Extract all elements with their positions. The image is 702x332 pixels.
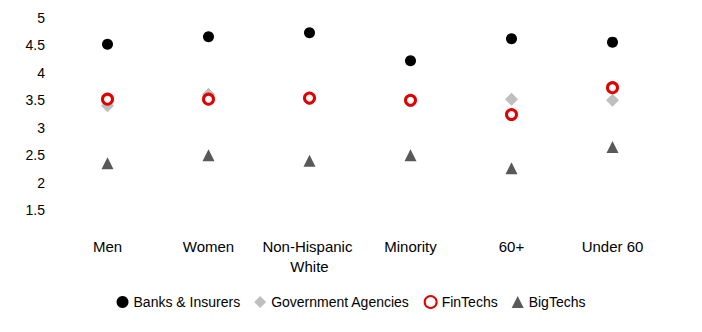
svg-text:Banks & Insurers: Banks & Insurers xyxy=(134,294,241,310)
svg-text:Government Agencies: Government Agencies xyxy=(271,294,409,310)
svg-text:5: 5 xyxy=(37,10,45,26)
svg-text:Men: Men xyxy=(93,238,122,255)
svg-text:4: 4 xyxy=(37,65,45,81)
svg-text:60+: 60+ xyxy=(499,238,525,255)
svg-text:White: White xyxy=(290,258,328,275)
svg-text:1.5: 1.5 xyxy=(26,202,46,218)
svg-text:Under 60: Under 60 xyxy=(582,238,644,255)
svg-text:FinTechs: FinTechs xyxy=(442,294,498,310)
svg-text:BigTechs: BigTechs xyxy=(529,294,586,310)
svg-text:4.5: 4.5 xyxy=(26,37,46,53)
svg-text:2: 2 xyxy=(37,175,45,191)
svg-text:3: 3 xyxy=(37,120,45,136)
svg-text:3.5: 3.5 xyxy=(26,92,46,108)
svg-text:Minority: Minority xyxy=(384,238,437,255)
svg-text:2.5: 2.5 xyxy=(26,147,46,163)
svg-text:Non-Hispanic: Non-Hispanic xyxy=(262,238,356,255)
svg-text:Women: Women xyxy=(183,238,234,255)
